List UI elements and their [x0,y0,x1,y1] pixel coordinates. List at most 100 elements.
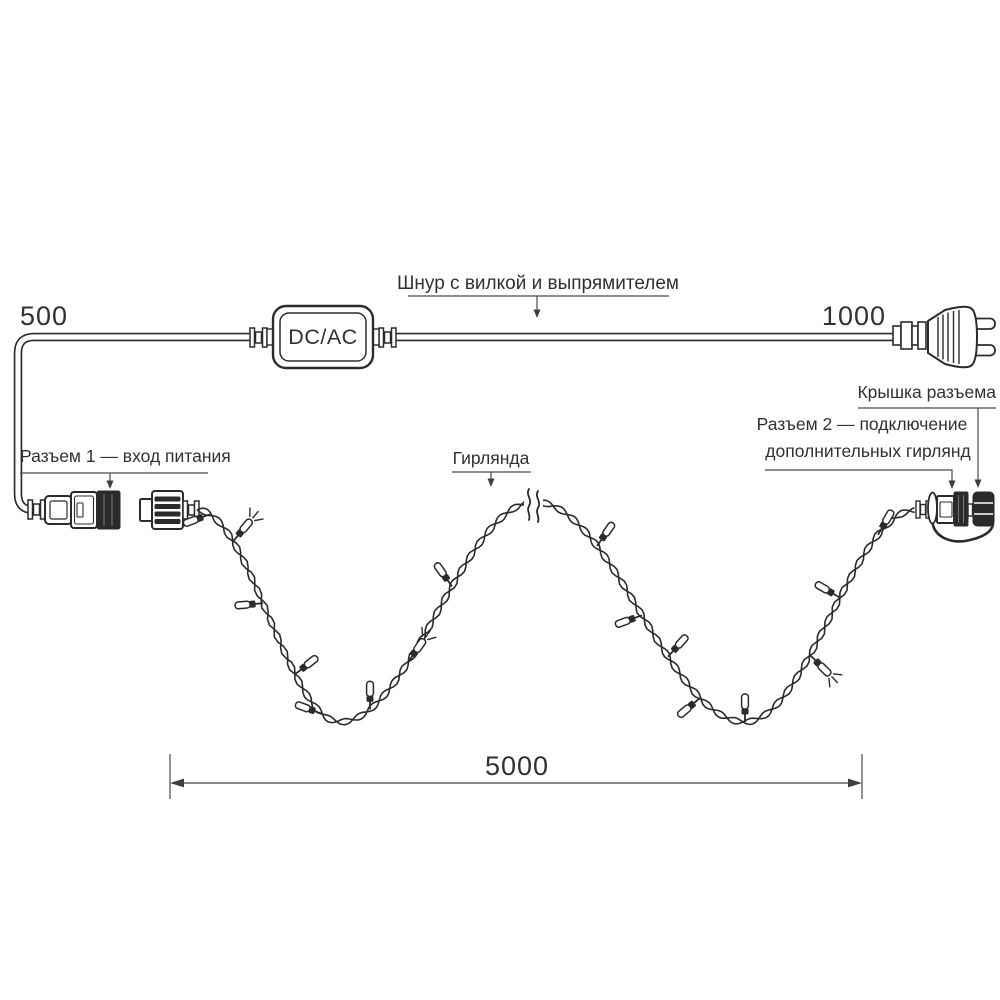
bulb-body [239,518,254,534]
bulb-body [413,637,427,654]
light-ray-icon [832,673,843,676]
led-bulb [740,693,750,722]
bulb-body [614,616,631,628]
connector2-nub [967,503,974,517]
label-cap: Крышка разъема [857,382,996,488]
bulb-body [676,704,692,719]
arrow-down-icon [487,478,495,487]
light-ray-icon [427,636,437,641]
led-bulb [877,509,895,536]
strain-relief [390,327,397,348]
bulb-body [294,701,311,713]
dcac-converter-box: DC/AC [249,304,397,370]
light-ray-icon [831,676,839,684]
led-bulb [232,507,264,543]
plug-strain-relief [900,321,913,350]
connector1-label-text: Разъем 1 — вход питания [20,446,231,466]
label-cord: Шнур с вилкой и выпрямителем [397,273,679,318]
power-cord-left [13,332,253,515]
led-bulb [182,513,211,527]
strain-relief [27,499,34,520]
label-connector2: Разъем 2 — подключение дополнительных ги… [757,414,971,489]
connector2-body-inner [939,501,953,518]
bulb-body [817,662,832,677]
connector-2 [915,491,995,543]
bulb-body [881,509,895,525]
bulb-stem [831,592,841,599]
strain-relief [919,503,927,516]
bulb-stem [294,668,303,676]
light-ray-icon [249,507,251,518]
garland-label-text: Гирлянда [453,448,530,468]
strain-relief [915,500,921,519]
dimension-5000: 5000 [169,751,863,799]
led-bulb [294,701,323,715]
box-inner [279,312,367,362]
cap-label-text: Крышка разъема [857,382,996,402]
dim-500-text: 500 [20,301,68,331]
power-plug [892,305,996,369]
arrow-right-icon [848,778,862,788]
bulb-stem [201,513,211,519]
bulb-body [674,634,689,649]
connector2-label-line1: Разъем 2 — подключение [757,414,968,434]
bulb-body [303,654,319,669]
plug-strain-relief [892,325,902,346]
led-bulb [234,600,264,610]
connector1-ring [96,490,121,530]
bulb-body [234,600,251,610]
dim-5000-text: 5000 [485,751,549,781]
nut-rib [154,511,181,517]
cap-tether-cord [931,521,995,543]
bulb-stem [407,654,414,663]
bulb-body [182,515,199,527]
strain-relief [32,503,41,516]
connector-1 [27,490,200,530]
cap-body [972,491,995,527]
label-dim-500: 500 [20,301,68,331]
bulb-body [602,521,616,537]
light-ray-icon [252,510,259,519]
light-ray-icon [421,626,424,637]
plug-strain-relief [911,325,919,346]
led-bulb [667,634,689,658]
garland-strand [196,498,915,725]
connector2-label-line2: дополнительных гирлянд [765,441,970,461]
light-ray-icon [828,677,831,688]
nut-rib [154,496,181,502]
led-bulb [433,562,453,588]
connector2-ring [953,491,969,527]
connector1-collar-inner [49,500,68,520]
label-leader-line [765,469,953,481]
wire-break-mark [526,488,532,521]
cord-outline [13,332,253,515]
wire-break-mark [535,490,541,523]
arrow-left-icon [170,778,184,788]
strain-relief [187,504,196,516]
led-bulb [365,680,375,710]
bulb-body [365,680,375,698]
light-ray-icon [425,629,432,638]
tether-loop [927,491,938,525]
light-ray-icon [254,518,264,522]
bulb-body [433,562,447,578]
bulb-stem [633,614,643,620]
led-bulb [294,654,319,676]
garland-wire [182,488,915,726]
led-bulb [676,697,701,719]
arrow-down-icon [974,479,982,488]
bulb-stem [446,578,453,588]
strain-relief [182,500,189,520]
arrow-down-icon [533,309,541,318]
dim-1000-text: 1000 [822,301,886,331]
strain-relief [254,331,263,344]
plug-body [927,305,979,369]
bulb-stem [809,654,818,663]
converter-label: DC/AC [288,325,357,349]
nut-rib [154,504,181,509]
led-bulb [814,581,841,599]
strain-relief [383,331,392,344]
led-bulb [407,626,437,663]
